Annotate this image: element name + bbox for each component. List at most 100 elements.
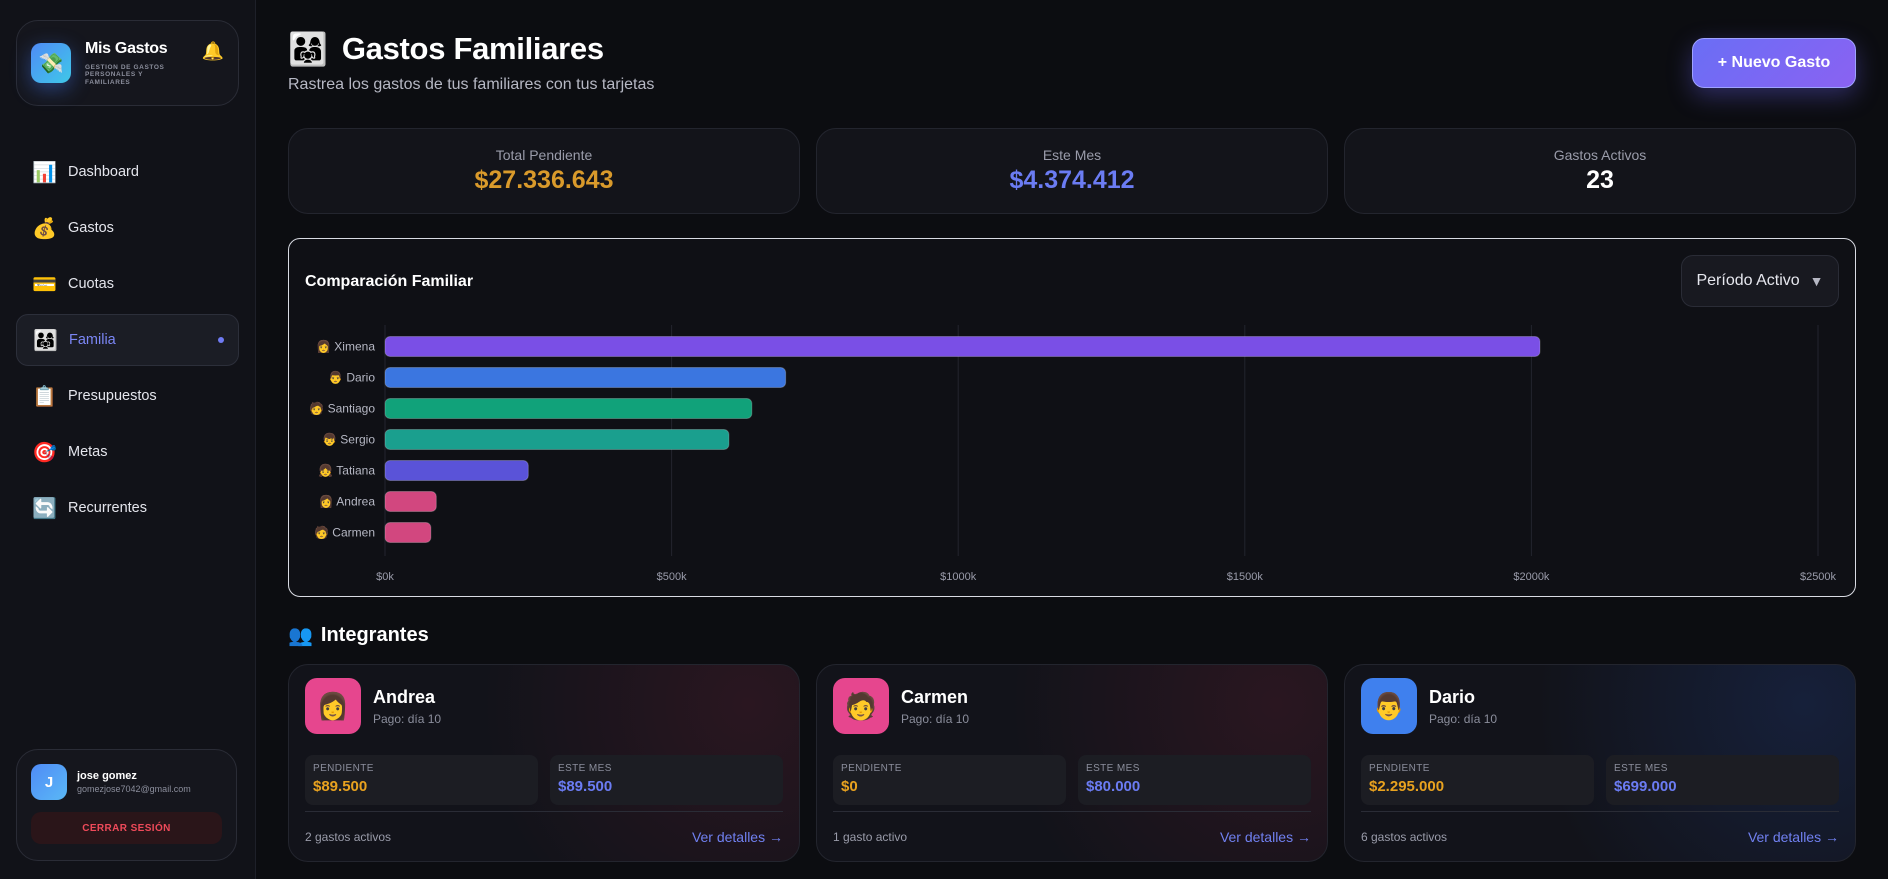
member-avatar: 👨 (1361, 678, 1417, 734)
member-header: 👩 Andrea Pago: día 10 (305, 671, 783, 741)
sidebar-item-cuotas[interactable]: 💳 Cuotas (16, 258, 239, 310)
sidebar-item-label: Gastos (68, 220, 114, 236)
member-header: 🧑 Carmen Pago: día 10 (833, 671, 1311, 741)
member-footer: 6 gastos activos Ver detalles → (1361, 811, 1839, 861)
stat-card: Este Mes $4.374.412 (816, 128, 1328, 214)
members-grid: 👩 Andrea Pago: día 10 PENDIENTE $89.500 ESTE … (288, 664, 1856, 862)
bell-icon[interactable]: 🔔 (201, 41, 224, 61)
member-card[interactable]: 👩 Andrea Pago: día 10 PENDIENTE $89.500 ESTE … (288, 664, 800, 862)
x-tick-label: $2500k (1800, 571, 1837, 583)
active-count: 1 gasto activo (833, 829, 908, 844)
user-row: J jose gomez gomezjose7042@gmail.com (31, 764, 222, 800)
section-title: 👥 Integrantes (288, 623, 1856, 648)
stat-label: Total Pendiente (495, 147, 593, 163)
sidebar-item-presupuestos[interactable]: 📋 Presupuestos (16, 370, 239, 422)
familia-icon: 👨‍👩‍👧 (33, 329, 58, 352)
user-card: J jose gomez gomezjose7042@gmail.com CER… (16, 749, 237, 861)
member-info: Carmen Pago: día 10 (901, 687, 969, 726)
member-name: Dario (1429, 686, 1476, 707)
chart-title: Comparación Familiar (305, 273, 474, 290)
new-expense-button[interactable]: + Nuevo Gasto (1692, 38, 1856, 88)
chevron-down-icon: ▼ (1809, 273, 1824, 289)
month-value: $89.500 (558, 778, 613, 795)
member-amounts: PENDIENTE $89.500 ESTE MES $89.500 (305, 755, 783, 805)
stat-value: $4.374.412 (1009, 166, 1135, 194)
member-pay-day: Pago: día 10 (1429, 711, 1498, 726)
user-info: jose gomez gomezjose7042@gmail.com (77, 770, 191, 794)
pending-label: PENDIENTE (841, 763, 902, 774)
page-header: 👨‍👩‍👧 Gastos Familiares Rastrea los gast… (288, 30, 1856, 128)
member-name: Andrea (373, 686, 436, 707)
pending-value: $2.295.000 (1369, 778, 1445, 795)
category-label: 🧑 Santiago (309, 401, 375, 416)
bar[interactable] (384, 429, 730, 450)
pending-label: PENDIENTE (313, 763, 374, 774)
member-name: Carmen (901, 686, 969, 707)
sidebar-item-label: Recurrentes (68, 500, 147, 516)
member-info: Dario Pago: día 10 (1429, 687, 1497, 726)
period-label: Período Activo (1696, 272, 1800, 289)
details-link[interactable]: Ver detalles → (1747, 828, 1839, 845)
member-info: Andrea Pago: día 10 (373, 687, 441, 726)
brand-card[interactable]: 💸 Mis Gastos GESTION DE GASTOS PERSONALE… (16, 20, 239, 106)
comparison-chart-card: $0k $500k $1000k $1500k $2000k $2500k 👩 Ximena… (288, 238, 1856, 597)
avatar[interactable]: J (31, 764, 67, 800)
member-amounts: PENDIENTE $2.295.000 ESTE MES $699.000 (1361, 755, 1839, 805)
sidebar-item-recurrentes[interactable]: 🔄 Recurrentes (16, 482, 239, 534)
gastos-icon: 💰 (32, 217, 57, 240)
category-label: 👨 Dario (328, 371, 375, 385)
month-value: $80.000 (1086, 778, 1141, 795)
pending-value: $89.500 (313, 778, 368, 795)
page-title-text: Gastos Familiares (341, 31, 604, 66)
sidebar-item-familia[interactable]: 👨‍👩‍👧 Familia (16, 314, 239, 366)
x-tick-label: $0k (376, 571, 394, 583)
pending-box: PENDIENTE $2.295.000 (1361, 755, 1594, 805)
money-icon: 💸 (31, 43, 71, 83)
month-box: ESTE MES $699.000 (1606, 755, 1839, 805)
sidebar-nav: 📊 Dashboard 💰 Gastos 💳 Cuotas 👨‍👩‍👧 Familia 📋 Pre… (16, 146, 239, 534)
cuotas-icon: 💳 (32, 273, 57, 296)
bar[interactable] (384, 522, 432, 543)
category-label: 👧 Tatiana (318, 464, 375, 478)
bar[interactable] (384, 336, 1541, 357)
sidebar-item-gastos[interactable]: 💰 Gastos (16, 202, 239, 254)
user-name: jose gomez (77, 770, 137, 782)
bar[interactable] (384, 398, 753, 419)
dashboard-icon: 📊 (32, 161, 57, 184)
bar[interactable] (384, 367, 787, 388)
month-label: ESTE MES (558, 763, 612, 774)
member-header: 👨 Dario Pago: día 10 (1361, 671, 1839, 741)
member-pay-day: Pago: día 10 (373, 711, 442, 726)
category-label: 🧑 Carmen (314, 525, 375, 540)
x-tick-label: $1000k (940, 571, 977, 583)
month-label: ESTE MES (1086, 763, 1140, 774)
active-count: 2 gastos activos (305, 829, 392, 844)
category-label: 👩 Ximena (316, 340, 375, 354)
pending-box: PENDIENTE $89.500 (305, 755, 538, 805)
sidebar: 💸 Mis Gastos GESTION DE GASTOS PERSONALE… (0, 0, 256, 879)
stat-label: Este Mes (1042, 147, 1102, 163)
month-value: $699.000 (1614, 778, 1677, 795)
sidebar-item-label: Presupuestos (68, 388, 157, 404)
stat-card: Gastos Activos 23 (1344, 128, 1856, 214)
period-dropdown[interactable]: Período Activo ▼ (1681, 255, 1839, 307)
logout-button[interactable]: CERRAR SESIÓN (31, 812, 222, 844)
bar[interactable] (384, 460, 529, 481)
sidebar-item-label: Familia (69, 332, 116, 348)
sidebar-item-dashboard[interactable]: 📊 Dashboard (16, 146, 239, 198)
details-link[interactable]: Ver detalles → (691, 828, 783, 845)
member-card[interactable]: 🧑 Carmen Pago: día 10 PENDIENTE $0 ESTE MES $8… (816, 664, 1328, 862)
sidebar-item-label: Metas (68, 444, 108, 460)
sidebar-item-metas[interactable]: 🎯 Metas (16, 426, 239, 478)
bar[interactable] (384, 491, 437, 512)
member-card[interactable]: 👨 Dario Pago: día 10 PENDIENTE $2.295.000 EST… (1344, 664, 1856, 862)
member-amounts: PENDIENTE $0 ESTE MES $80.000 (833, 755, 1311, 805)
pending-label: PENDIENTE (1369, 763, 1430, 774)
member-avatar: 👩 (305, 678, 361, 734)
active-dot (218, 337, 224, 343)
user-email: gomezjose7042@gmail.com (77, 784, 191, 794)
brand-subtitle: GESTION DE GASTOS PERSONALES Y FAMILIARE… (85, 64, 165, 86)
member-pay-day: Pago: día 10 (901, 711, 970, 726)
stat-value: 23 (1586, 166, 1614, 194)
details-link[interactable]: Ver detalles → (1219, 828, 1311, 845)
